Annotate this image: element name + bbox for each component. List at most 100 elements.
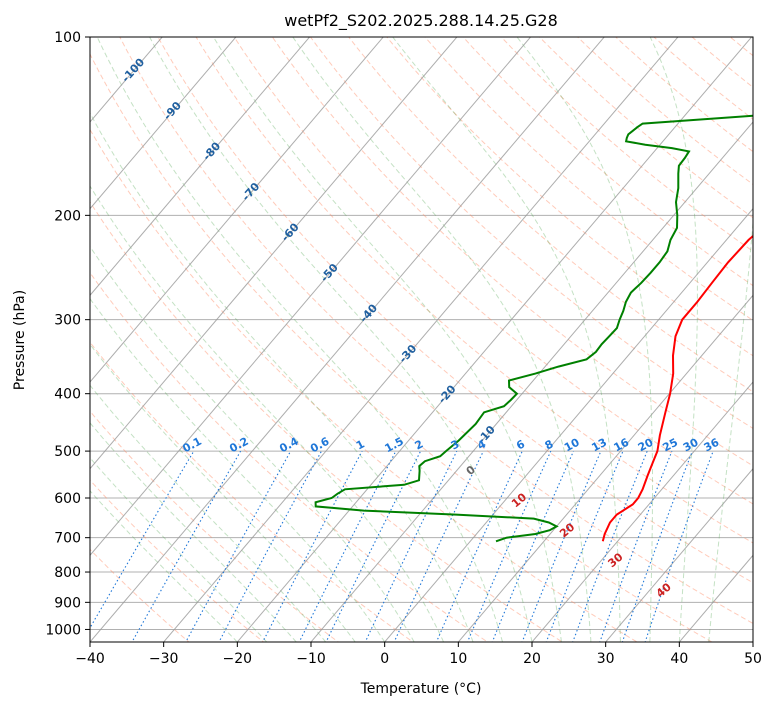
mixing-ratio-label: 0.6	[308, 435, 332, 456]
dry-adiabat-line	[386, 37, 753, 357]
isotherms	[90, 37, 753, 642]
moist-adiabat-line	[90, 384, 327, 642]
x-axis-ticks: −40 −30 −20 −10 0 10 20 30 40 50	[75, 642, 762, 667]
moist-adiabat-line	[90, 490, 238, 642]
isotherm-line	[90, 37, 237, 210]
y-axis-label: Pressure (hPa)	[12, 290, 28, 390]
dry-adiabat-line	[90, 341, 414, 642]
y-tick-label: 600	[54, 491, 81, 507]
moist-adiabat-line	[96, 37, 503, 642]
dry-adiabats	[90, 11, 775, 654]
moist-adiabat-line	[90, 422, 297, 642]
moist-adiabat-line	[90, 343, 356, 642]
y-tick-label: 900	[54, 595, 81, 611]
x-tick-label: −10	[296, 651, 326, 667]
mixing-ratio-line	[644, 450, 714, 642]
dry-adiabat-line	[653, 37, 753, 120]
dry-adiabat-line	[271, 37, 753, 467]
mixing-ratio-label: 1.5	[383, 435, 406, 456]
y-tick-label: 300	[54, 313, 81, 329]
dry-adiabat-line	[90, 479, 265, 642]
temperature-line	[601, 234, 753, 542]
isotherm-line	[90, 37, 532, 557]
x-tick-label: 20	[523, 651, 541, 667]
mixing-ratio-line	[393, 450, 484, 642]
dry-adiabat-line	[119, 37, 753, 625]
mixing-ratio-line	[491, 450, 575, 642]
mixing-ratio-label: 16	[612, 436, 632, 455]
y-tick-label: 500	[54, 444, 81, 460]
dry-adiabat-line	[348, 37, 753, 393]
moist-adiabat-line	[708, 216, 753, 642]
y-tick-label: 100	[54, 30, 81, 46]
mixing-ratio-label: 0.1	[180, 435, 203, 456]
mixing-ratio-line	[466, 450, 552, 642]
plot-frame	[89, 36, 754, 643]
moist-adiabat-line	[90, 185, 445, 642]
dry-adiabat-line	[90, 271, 489, 642]
mixing-ratio-line	[90, 450, 195, 629]
dry-adiabat-line	[233, 37, 753, 505]
mixing-ratio-line	[262, 450, 363, 642]
pressure-gridlines	[90, 36, 753, 630]
mixing-ratio-line	[364, 450, 458, 642]
isotherm-line	[90, 37, 458, 470]
isotherm-line	[90, 37, 311, 297]
dry-adiabat-line	[157, 37, 753, 584]
moist-adiabat-line	[90, 245, 415, 642]
moist-adiabat-label: 10	[509, 490, 529, 510]
y-tick-label: 1000	[45, 622, 81, 638]
dry-adiabat-line	[500, 37, 753, 252]
isotherm-line	[752, 641, 753, 642]
mixing-ratio-label: 2	[413, 437, 426, 452]
mixing-ratio-lines	[90, 450, 714, 642]
moist-adiabat-line	[90, 112, 474, 642]
x-tick-label: 30	[597, 651, 615, 667]
x-tick-label: 10	[449, 651, 467, 667]
isotherm-line	[236, 37, 753, 642]
dry-adiabat-line	[737, 11, 775, 654]
x-tick-label: −30	[149, 651, 179, 667]
isotherm-labels: -100-90-80-70-60-50-40-30-20-10	[119, 56, 498, 447]
dry-adiabat-line	[576, 37, 753, 185]
mixing-ratio-label: 6	[514, 437, 527, 452]
x-tick-label: 40	[670, 651, 688, 667]
dry-adiabat-line	[538, 37, 753, 219]
mixing-ratio-label: 13	[589, 436, 609, 455]
x-axis-label: Temperature (°C)	[360, 681, 482, 697]
moist-adiabat-label: 30	[605, 550, 625, 570]
isotherm-line	[457, 294, 753, 642]
isotherm-line	[310, 121, 753, 642]
moist-adiabat-line	[90, 457, 268, 642]
isotherm-line	[163, 37, 679, 642]
mixing-ratio-line	[298, 450, 397, 642]
mixing-ratio-line	[185, 450, 292, 642]
dry-adiabat-line	[90, 53, 713, 642]
chart-title: wetPf2_S202.2025.288.14.25.G28	[284, 11, 558, 31]
y-tick-label: 200	[54, 208, 81, 224]
isotherm-line	[90, 37, 163, 123]
isotherm-line	[90, 37, 605, 642]
moist-adiabat-line	[649, 37, 698, 642]
mixing-ratio-line	[435, 450, 523, 642]
mixing-ratio-line	[325, 450, 422, 642]
dewpoint-line	[314, 114, 753, 543]
dry-adiabat-line	[90, 128, 638, 642]
y-tick-label: 800	[54, 565, 81, 581]
y-tick-label: 700	[54, 531, 81, 547]
isotherm-line	[531, 381, 753, 642]
dry-adiabat-line	[90, 410, 340, 642]
y-axis-ticks: 100 200 300 400 500 600 700 800 900 1000	[45, 30, 90, 638]
mixing-ratio-line	[521, 450, 602, 642]
x-tick-label: −40	[75, 651, 105, 667]
mixing-ratio-line	[131, 450, 242, 642]
dry-adiabat-line	[729, 37, 753, 57]
mixing-ratio-label: 8	[543, 437, 556, 452]
dry-adiabat-line	[424, 37, 753, 322]
mixing-ratio-label: 20	[636, 436, 656, 455]
moist-adiabat-label: 40	[654, 580, 674, 600]
isotherm-line	[605, 467, 753, 642]
mixing-ratio-label: 25	[660, 436, 680, 455]
isotherm-line	[90, 37, 384, 383]
